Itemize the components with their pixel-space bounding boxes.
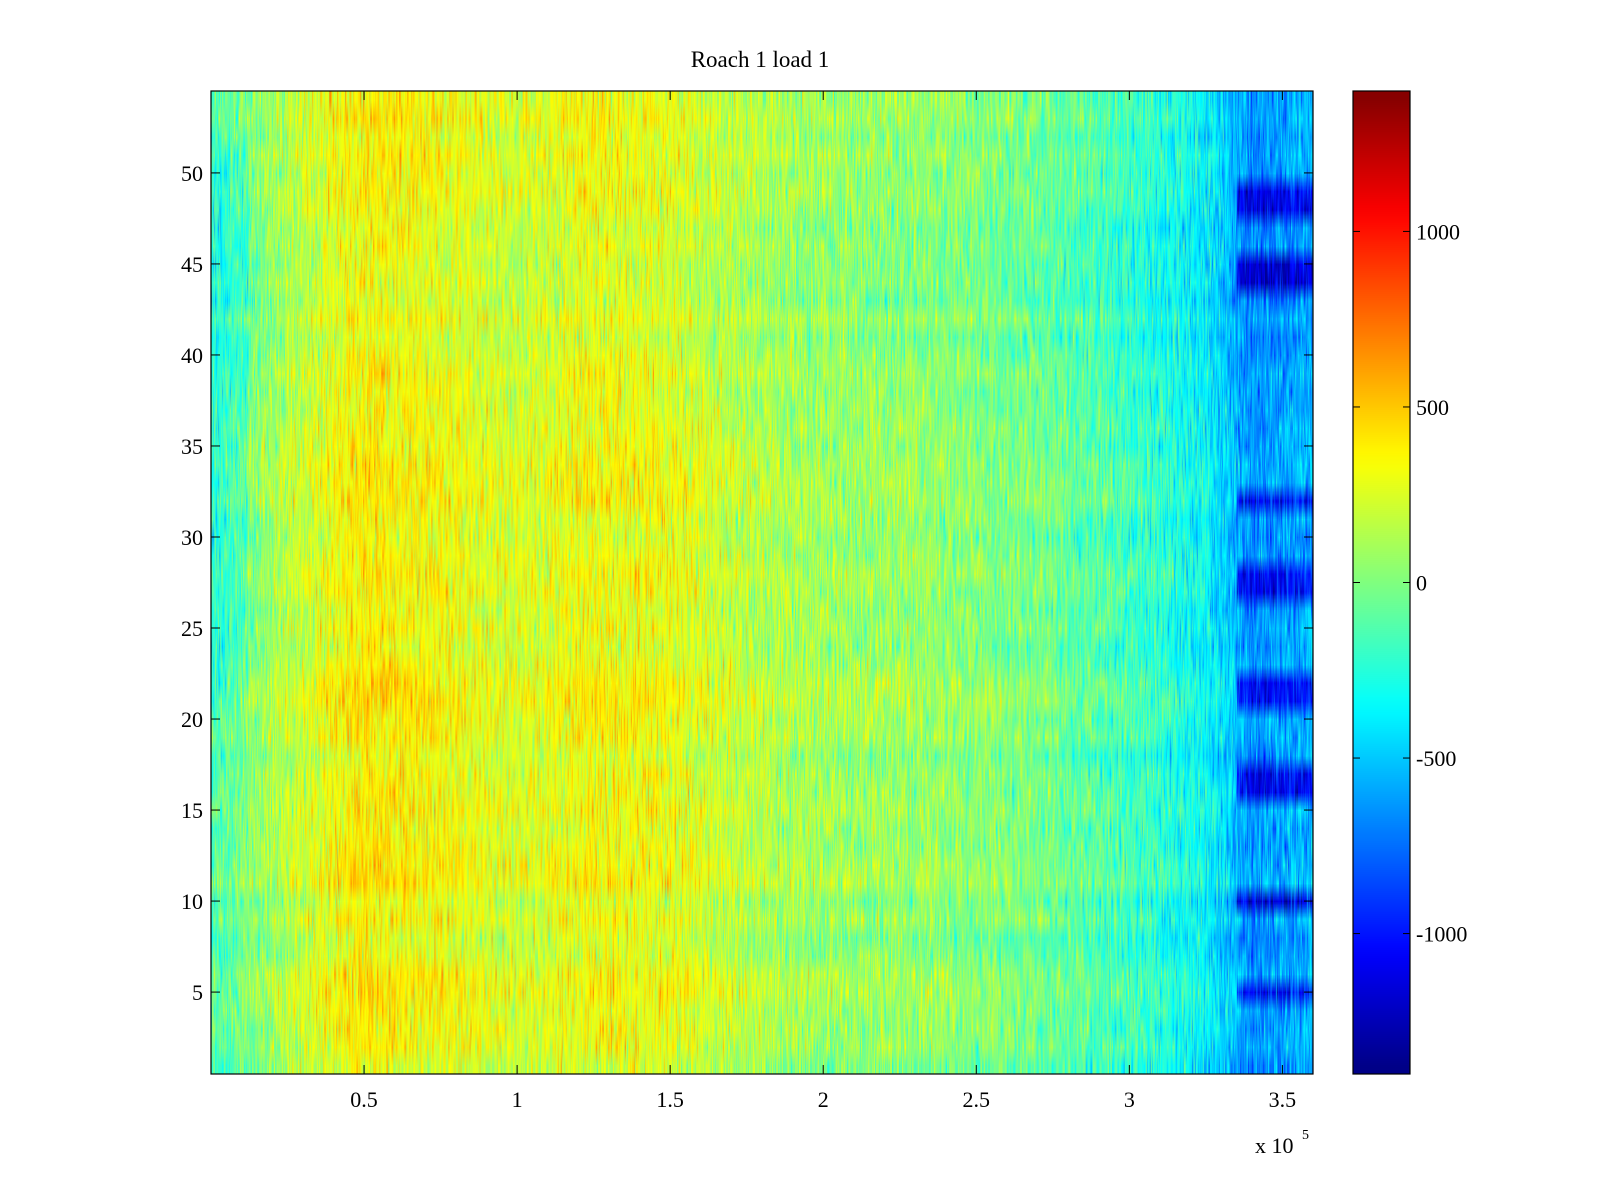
chart-title: Roach 1 load 1 <box>691 47 830 72</box>
y-tick-label: 30 <box>181 525 203 550</box>
y-axis: 5 10 15 20 25 30 35 40 45 50 <box>181 161 1313 1005</box>
colorbar: -1000 -500 0 500 1000 <box>1352 90 1467 1075</box>
x-tick-label: 2 <box>818 1087 829 1112</box>
x-axis: 0.5 1 1.5 2 2.5 3 3.5 <box>350 91 1296 1112</box>
colorbar-ticks: -1000 -500 0 500 1000 <box>1353 219 1467 947</box>
x-tick-label: 3.5 <box>1269 1087 1297 1112</box>
y-tick-label: 35 <box>181 434 203 459</box>
y-tick-label: 50 <box>181 161 203 186</box>
colorbar-tick-label: -1000 <box>1416 922 1467 947</box>
colorbar-tick-label: 0 <box>1416 571 1427 596</box>
x-exponent-label: x 10 5 <box>1255 1128 1309 1158</box>
x-exponent-power: 5 <box>1302 1128 1309 1143</box>
plot-frame <box>210 90 1314 1075</box>
colorbar-tick-label: 1000 <box>1416 219 1460 244</box>
colorbar-gradient <box>1353 91 1410 1074</box>
plot-area <box>210 90 1314 1075</box>
y-tick-label: 45 <box>181 252 203 277</box>
colorbar-tick-label: 500 <box>1416 395 1449 420</box>
x-tick-label: 2.5 <box>963 1087 991 1112</box>
y-tick-label: 20 <box>181 707 203 732</box>
x-tick-label: 3 <box>1124 1087 1135 1112</box>
y-tick-label: 10 <box>181 889 203 914</box>
heatmap-image <box>211 91 1313 1074</box>
y-tick-label: 40 <box>181 343 203 368</box>
x-exponent-base: x 10 <box>1255 1133 1294 1158</box>
y-tick-label: 5 <box>192 980 203 1005</box>
colorbar-tick-label: -500 <box>1416 746 1456 771</box>
chart-title-text: Roach 1 load 1 <box>691 47 830 72</box>
y-tick-label: 15 <box>181 798 203 823</box>
x-tick-label: 1 <box>512 1087 523 1112</box>
x-tick-label: 0.5 <box>350 1087 378 1112</box>
y-tick-label: 25 <box>181 616 203 641</box>
x-tick-label: 1.5 <box>656 1087 684 1112</box>
